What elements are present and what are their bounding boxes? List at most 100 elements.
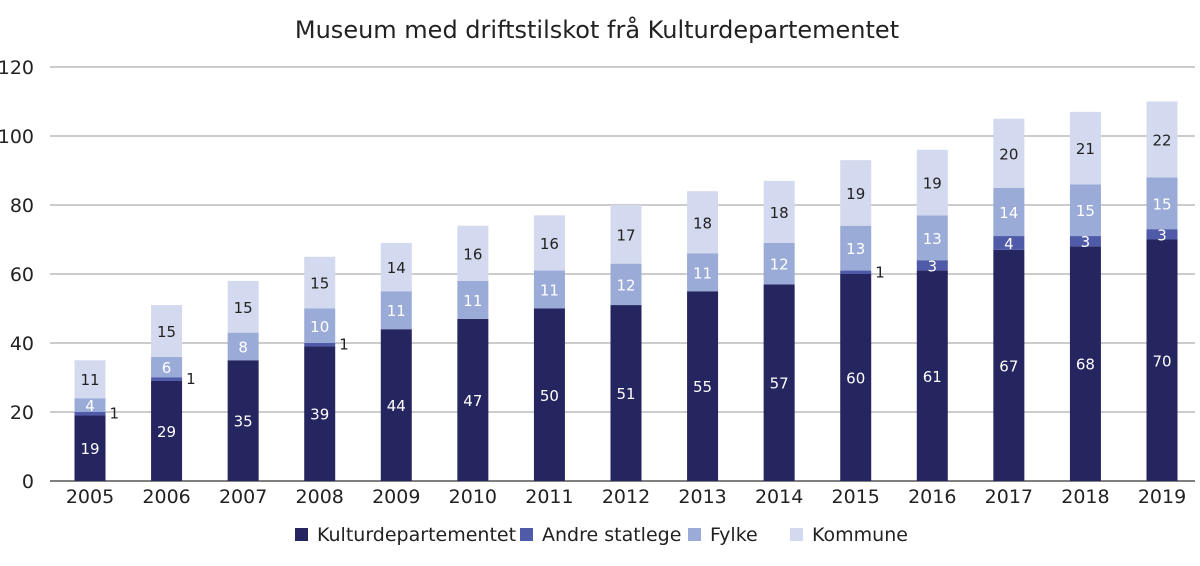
data-label: 11 [693, 264, 712, 282]
bar-segment [840, 160, 872, 226]
bar-segment [533, 215, 565, 271]
bar-segment [533, 308, 565, 481]
data-label: 11 [540, 282, 559, 300]
data-label: 60 [846, 370, 865, 388]
bar-segment [993, 236, 1025, 250]
bar-segment [1069, 184, 1101, 237]
bar-segment [687, 253, 719, 292]
data-label: 55 [693, 378, 712, 396]
data-label: 1 [186, 370, 196, 388]
bar-segment [151, 305, 183, 357]
data-label: 68 [1076, 356, 1095, 374]
data-label: 18 [770, 204, 789, 222]
x-tick-label: 2006 [142, 486, 190, 508]
data-label: 11 [80, 371, 99, 389]
bar-segment [304, 256, 336, 309]
data-label: 22 [1152, 131, 1171, 149]
bar-segment [916, 260, 948, 271]
bar-segment [227, 280, 259, 333]
y-tick-label: 60 [10, 264, 34, 286]
data-label: 12 [770, 256, 789, 274]
data-label: 20 [999, 145, 1018, 163]
bar-segment [1146, 177, 1178, 230]
data-label: 1 [339, 336, 349, 354]
bar-segment [1146, 239, 1178, 481]
data-label: 3 [1157, 226, 1167, 244]
x-tick-label: 2017 [985, 486, 1033, 508]
x-tick-label: 2016 [908, 486, 956, 508]
y-tick-label: 100 [0, 126, 34, 148]
x-tick-label: 2010 [449, 486, 497, 508]
data-label: 16 [463, 245, 482, 263]
data-label: 51 [616, 385, 635, 403]
y-tick-label: 80 [10, 195, 34, 217]
bar-segment [380, 291, 412, 330]
data-label: 1 [110, 405, 120, 423]
data-label: 3 [928, 257, 938, 275]
legend-label: Kommune [812, 524, 908, 546]
data-label: 10 [310, 318, 329, 336]
bar-segment [1069, 246, 1101, 481]
data-label: 12 [616, 276, 635, 294]
data-label: 50 [540, 387, 559, 405]
bar-segment [916, 215, 948, 261]
legend-swatch [790, 528, 803, 541]
bar-segment [380, 242, 412, 292]
bar-segment [916, 149, 948, 216]
data-label: 6 [162, 359, 172, 377]
data-label: 15 [1076, 202, 1095, 220]
data-label: 8 [238, 338, 248, 356]
data-label: 61 [923, 368, 942, 386]
bar-segment [687, 291, 719, 481]
x-tick-label: 2007 [219, 486, 267, 508]
legend-swatch [520, 528, 533, 541]
data-label: 11 [387, 302, 406, 320]
data-label: 14 [999, 204, 1018, 222]
data-label: 11 [463, 292, 482, 310]
bar-segment [840, 274, 872, 481]
chart-title: Museum med driftstilskot frå Kulturdepar… [295, 15, 899, 44]
data-label: 15 [234, 299, 253, 317]
legend-label: Kulturdepartementet [317, 524, 516, 546]
bar-segment [151, 380, 183, 481]
x-tick-label: 2005 [66, 486, 114, 508]
bar-segment [610, 305, 642, 481]
legend-swatch [688, 528, 701, 541]
bar-segment [687, 191, 719, 254]
x-tick-label: 2018 [1061, 486, 1109, 508]
data-label: 67 [999, 357, 1018, 375]
bar-segment [1146, 229, 1178, 240]
data-label: 17 [616, 226, 635, 244]
bar-segment [457, 225, 489, 281]
data-label: 13 [923, 230, 942, 248]
data-label: 21 [1076, 140, 1095, 158]
x-tick-label: 2011 [525, 486, 573, 508]
data-label: 18 [693, 214, 712, 232]
bar-segment [151, 377, 183, 381]
data-label: 16 [540, 235, 559, 253]
bar-segment [304, 308, 336, 343]
y-tick-label: 120 [0, 57, 34, 79]
bar-segment [763, 284, 795, 481]
data-label: 4 [1004, 235, 1014, 253]
bar-segment [1069, 111, 1101, 185]
bar-segment [74, 412, 106, 416]
data-label: 29 [157, 423, 176, 441]
bar-segment [304, 346, 336, 481]
data-label: 19 [846, 185, 865, 203]
bar-segment [916, 270, 948, 481]
bar-segment [1069, 236, 1101, 247]
legend-label: Andre statlege [542, 524, 681, 546]
bar-segment [993, 118, 1025, 188]
data-label: 35 [234, 413, 253, 431]
y-tick-label: 0 [22, 471, 34, 493]
x-tick-label: 2019 [1138, 486, 1186, 508]
bar-segment [151, 356, 183, 378]
x-tick-label: 2012 [602, 486, 650, 508]
data-label: 15 [310, 275, 329, 293]
x-tick-label: 2014 [755, 486, 803, 508]
data-label: 13 [846, 240, 865, 258]
data-label: 15 [157, 323, 176, 341]
